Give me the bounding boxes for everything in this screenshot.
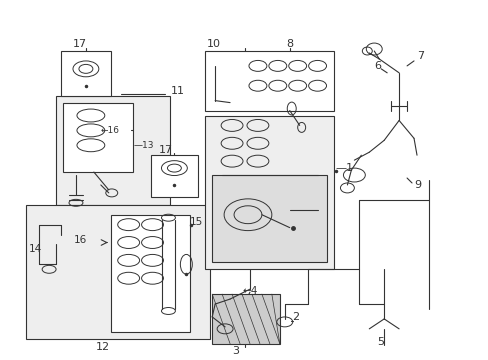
Bar xyxy=(212,175,326,262)
Text: 9: 9 xyxy=(413,180,420,190)
Text: 10: 10 xyxy=(207,39,221,49)
Text: 11: 11 xyxy=(170,86,184,96)
Text: 14: 14 xyxy=(29,244,42,255)
Bar xyxy=(56,96,170,205)
Text: 12: 12 xyxy=(96,342,110,352)
Bar xyxy=(205,116,334,269)
Bar xyxy=(111,215,190,332)
Text: 6: 6 xyxy=(373,61,381,71)
Text: 2: 2 xyxy=(291,312,298,322)
Text: 8: 8 xyxy=(285,39,292,49)
Bar xyxy=(61,51,111,96)
Text: —1: —1 xyxy=(335,163,353,173)
Text: 15: 15 xyxy=(190,217,203,227)
Text: 7: 7 xyxy=(416,51,423,61)
Bar xyxy=(205,51,334,111)
Text: 17: 17 xyxy=(73,39,87,49)
Bar xyxy=(63,103,132,172)
Bar xyxy=(150,155,198,197)
Text: 5: 5 xyxy=(376,337,384,347)
Text: ←16: ←16 xyxy=(101,126,120,135)
Text: —13: —13 xyxy=(133,141,154,150)
Text: ←4: ←4 xyxy=(242,286,257,296)
Text: 17: 17 xyxy=(158,145,172,155)
Text: 16: 16 xyxy=(74,234,87,244)
Text: 3: 3 xyxy=(232,346,239,356)
Bar xyxy=(26,205,210,339)
Bar xyxy=(212,294,279,344)
